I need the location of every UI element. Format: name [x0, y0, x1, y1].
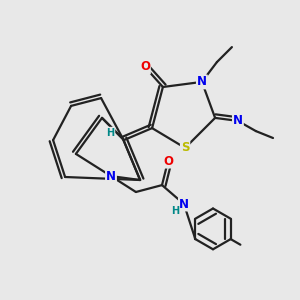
Text: N: N — [179, 197, 189, 211]
Text: N: N — [106, 169, 116, 183]
Text: H: H — [171, 206, 179, 217]
Text: N: N — [233, 114, 243, 128]
Text: O: O — [163, 154, 173, 168]
Text: S: S — [181, 141, 189, 154]
Text: N: N — [197, 75, 207, 88]
Text: H: H — [106, 128, 115, 138]
Text: O: O — [140, 60, 150, 74]
